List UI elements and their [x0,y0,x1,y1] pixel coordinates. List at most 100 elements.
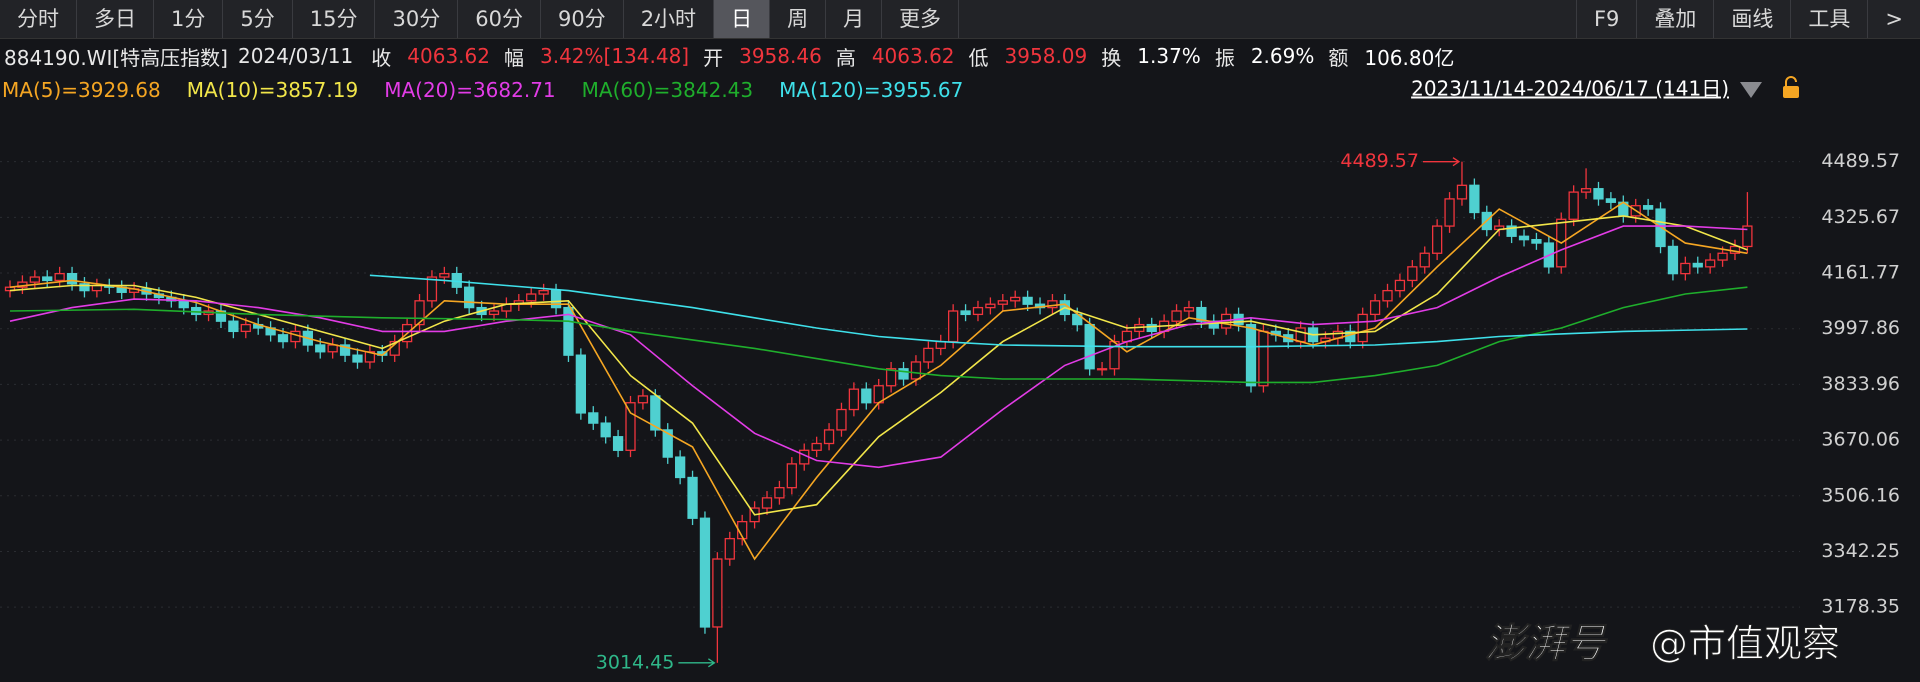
field-value: 4063.62 [871,44,955,68]
candle-body [401,323,413,343]
toolbar: 分时 多日 1分 5分 15分 30分 60分 90分 2小时日周月更多 F9 叠加 画线 工具 > [0,0,1920,39]
period-button[interactable]: 15分 [293,0,376,38]
candle-body [513,300,524,305]
candle-body [712,558,723,628]
candle-body [1692,262,1703,268]
range-label: 2023/11/14-2024/06/17 (141日) [1411,77,1729,101]
candle-body [1208,320,1219,329]
candle-body [1382,289,1393,302]
candle-body [811,442,822,451]
period-button[interactable]: 日 [714,0,771,38]
candle-body [1134,323,1145,333]
period-button[interactable]: 5分 [223,0,293,38]
info-bar: 884190.WI[特高压指数] 2024/03/11 收 4063.62 幅 3.4… [4,39,1468,73]
candle-body [823,429,835,445]
candle-body [166,296,177,302]
candle-body [1742,225,1753,248]
candle-body [54,272,65,282]
candle-body [674,456,686,479]
ma-legend: MA(5)=3929.68 MA(10)=3857.19 MA(20)=3682.7… [2,76,989,104]
tool-button[interactable]: > [1867,0,1920,38]
candle-body [1407,266,1418,282]
period-button[interactable]: 分时 [0,0,77,38]
candle-body [426,276,438,302]
candle-body [650,395,661,431]
candle-body [1345,330,1356,343]
candle-body [1357,313,1368,343]
candle-body [1183,306,1195,312]
candle-body [1580,188,1592,193]
y-tick-label: 4325.67 [1821,206,1900,228]
ma-line [9,215,1748,516]
candle-body [1593,188,1604,200]
candle-body [885,368,897,387]
candle-body [1258,330,1269,387]
y-tick-label: 3833.96 [1821,373,1900,395]
candle-body [1034,303,1046,309]
candle-body [1109,340,1120,370]
y-tick-label: 3342.25 [1821,540,1900,562]
candle-body [153,293,165,299]
period-button[interactable]: 90分 [541,0,624,38]
candle-body [724,537,735,560]
tool-button[interactable]: 工具 [1790,0,1867,38]
candle-body [17,281,28,288]
period-button[interactable]: 多日 [77,0,154,38]
tool-button[interactable]: 画线 [1713,0,1790,38]
dropdown-icon [1740,82,1762,98]
candle-body [898,368,909,380]
candle-body [501,303,512,312]
candle-body [1494,225,1505,231]
candle-body [128,288,140,293]
ma-line [9,225,1748,469]
candle-body [786,463,797,489]
max-arrow-head [1452,157,1461,167]
field-value: 2.69% [1250,44,1315,68]
min-label: 3014.45 [596,651,675,673]
candle-body [253,323,264,329]
field-value: 1.37% [1137,44,1201,68]
candle-body [327,344,338,353]
candle-body [960,310,971,316]
candle-body [662,429,673,458]
candle-body [1630,205,1641,217]
period-button[interactable]: 60分 [458,0,541,38]
y-tick-label: 3670.06 [1821,429,1900,451]
candle-body [1084,323,1095,370]
y-tick-label: 3178.35 [1821,596,1900,618]
field-label: 高 [835,45,856,70]
candle-body [1394,279,1406,292]
period-button[interactable]: 月 [826,0,883,38]
period-button[interactable]: 更多 [882,0,960,38]
ma-line [369,274,1748,348]
candle-body [910,361,922,380]
candle-body [1369,300,1381,316]
toolbar-right: F9 叠加 画线 工具 > [1575,0,1920,38]
candle-body [1270,330,1281,336]
field-label: 收 [371,45,392,70]
period-button[interactable]: 30分 [375,0,459,38]
tool-button[interactable]: 叠加 [1636,0,1713,38]
candle-body [799,449,810,465]
tool-button[interactable]: F9 [1575,0,1636,38]
field-value: 4063.62 [407,44,490,68]
ma-line [9,286,1748,384]
candles [4,161,1753,663]
lock-shackle [1785,76,1797,86]
candle-body [1444,198,1455,227]
candle-body [476,306,487,316]
field-value: 3.42%[134.48] [539,44,690,68]
candle-body [550,289,562,309]
candle-body [575,354,587,414]
period-button[interactable]: 2小时 [624,0,715,38]
candle-body [1543,242,1554,268]
candle-body [972,306,984,316]
candle-body [240,323,251,333]
candle-body [1171,310,1182,322]
period-button[interactable]: 周 [770,0,827,38]
candle-body [749,507,760,523]
candle-body [228,320,239,333]
candle-body [1158,320,1170,333]
field-label: 额 [1328,45,1349,70]
period-button[interactable]: 1分 [154,0,224,38]
